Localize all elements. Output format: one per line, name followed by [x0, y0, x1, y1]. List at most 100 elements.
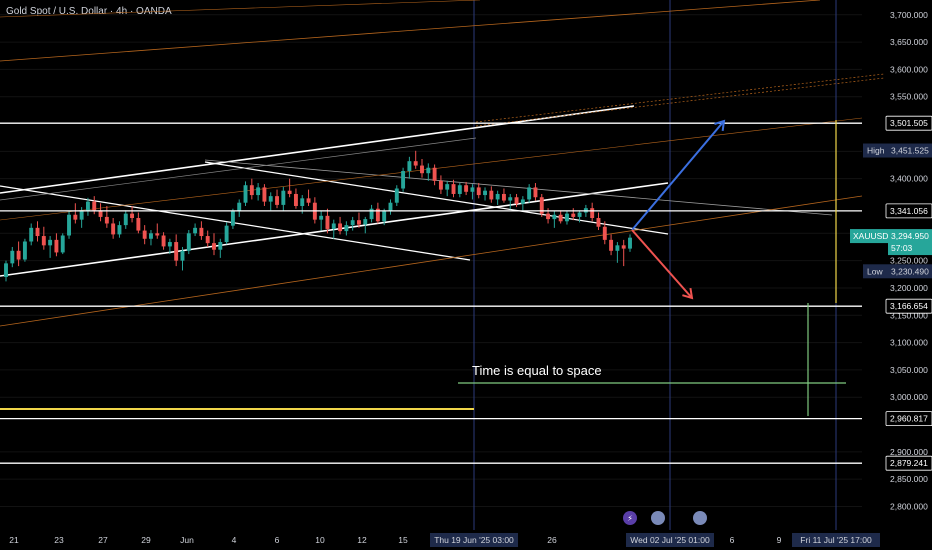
session-separators — [473, 0, 837, 530]
candle-body — [111, 223, 116, 235]
level-tag-text: 2,960.817 — [890, 414, 928, 424]
candle — [344, 221, 349, 236]
candle — [237, 199, 242, 217]
candle-body — [174, 242, 179, 261]
price-tick-label: 3,050.000 — [890, 365, 928, 375]
candle-body — [48, 239, 53, 246]
candle — [193, 223, 198, 237]
candle — [375, 202, 380, 224]
candle — [268, 192, 273, 211]
bullish-arrow-shaft — [631, 120, 725, 231]
price-tick-label: 3,000.000 — [890, 392, 928, 402]
current-price-box — [888, 229, 932, 256]
candle — [22, 238, 27, 262]
candle — [224, 222, 229, 245]
candle — [533, 183, 538, 201]
candle — [432, 164, 437, 186]
candle-body — [41, 236, 46, 246]
date-tick-label: 21 — [9, 535, 19, 545]
candle-body — [281, 190, 286, 205]
candle-body — [552, 214, 557, 220]
candlestick-series — [4, 150, 632, 282]
candle — [243, 181, 248, 206]
candle-body — [615, 245, 620, 251]
symbol-box — [850, 229, 888, 244]
high-tag-label: High — [867, 146, 885, 156]
candle — [350, 216, 355, 231]
candle-body — [142, 230, 147, 239]
candle-body — [438, 180, 443, 190]
candle-body — [180, 250, 185, 261]
candle-body — [546, 213, 551, 220]
price-tick-label: 3,400.000 — [890, 174, 928, 184]
candle-body — [293, 193, 298, 206]
symbol-label: XAUUSD — [853, 231, 888, 241]
current-price-value: 3,294.950 — [891, 231, 929, 241]
candle-body — [451, 184, 456, 194]
candle — [16, 241, 21, 267]
price-tick-label: 3,550.000 — [890, 92, 928, 102]
candle-body — [275, 196, 279, 205]
date-tick-label: 12 — [357, 535, 367, 545]
highlighted-date: Wed 02 Jul '25 01:00 — [626, 533, 714, 547]
highlighted-date-label: Fri 11 Jul '25 17:00 — [800, 535, 872, 545]
candle — [73, 203, 78, 224]
candle-body — [123, 213, 128, 226]
candle — [130, 205, 135, 223]
candle — [262, 184, 267, 206]
candle-body — [67, 214, 71, 236]
level-drawings — [0, 120, 862, 464]
candle-body — [495, 193, 500, 200]
trend-line — [0, 195, 863, 327]
candle-body — [98, 210, 103, 217]
candle-body — [16, 250, 21, 260]
level-tag-box — [885, 115, 932, 131]
candle-body — [331, 223, 336, 229]
trend-line — [0, 137, 477, 201]
level-tag-box — [885, 298, 932, 314]
trend-line — [0, 105, 635, 194]
candle-body — [230, 211, 235, 226]
candle-body — [432, 167, 437, 181]
candle-body — [590, 208, 595, 219]
candle — [565, 211, 569, 225]
candle-body — [369, 208, 374, 220]
candle-body — [501, 193, 506, 201]
candle — [338, 216, 343, 235]
trend-line — [0, 0, 481, 18]
low-tag-value-box — [888, 264, 932, 279]
candle-body — [268, 196, 273, 202]
candle — [230, 208, 235, 229]
candle-body — [413, 161, 418, 166]
event-icon-circle — [651, 511, 665, 525]
event-icon — [651, 511, 665, 525]
date-tick-label: 6 — [275, 535, 280, 545]
candle — [60, 233, 65, 255]
candle — [293, 188, 298, 209]
level-tag-box — [885, 203, 932, 219]
candle-body — [577, 212, 582, 217]
candle-body — [609, 239, 614, 251]
candle — [401, 167, 406, 192]
trend-line — [475, 77, 885, 127]
candle — [571, 208, 576, 221]
price-tick-label: 3,700.000 — [890, 10, 928, 20]
level-tag: 3,341.056 — [885, 203, 932, 219]
event-icon-circle — [693, 511, 707, 525]
candle — [394, 185, 399, 206]
candle-body — [508, 197, 513, 201]
candle-body — [35, 227, 40, 237]
candle-body — [514, 197, 519, 204]
candle-body — [130, 213, 135, 219]
candle-body — [92, 201, 97, 211]
candle — [602, 221, 607, 245]
bullish-arrow-head — [714, 119, 726, 132]
date-tick-label: 10 — [315, 535, 325, 545]
annotation-layer: Time is equal to space — [472, 363, 602, 378]
price-tick-label: 2,850.000 — [890, 474, 928, 484]
price-tick-label: 3,100.000 — [890, 338, 928, 348]
candle — [420, 159, 424, 178]
highlighted-date: Thu 19 Jun '25 03:00 — [430, 533, 518, 547]
high-tag-value: 3,451.525 — [891, 146, 929, 156]
